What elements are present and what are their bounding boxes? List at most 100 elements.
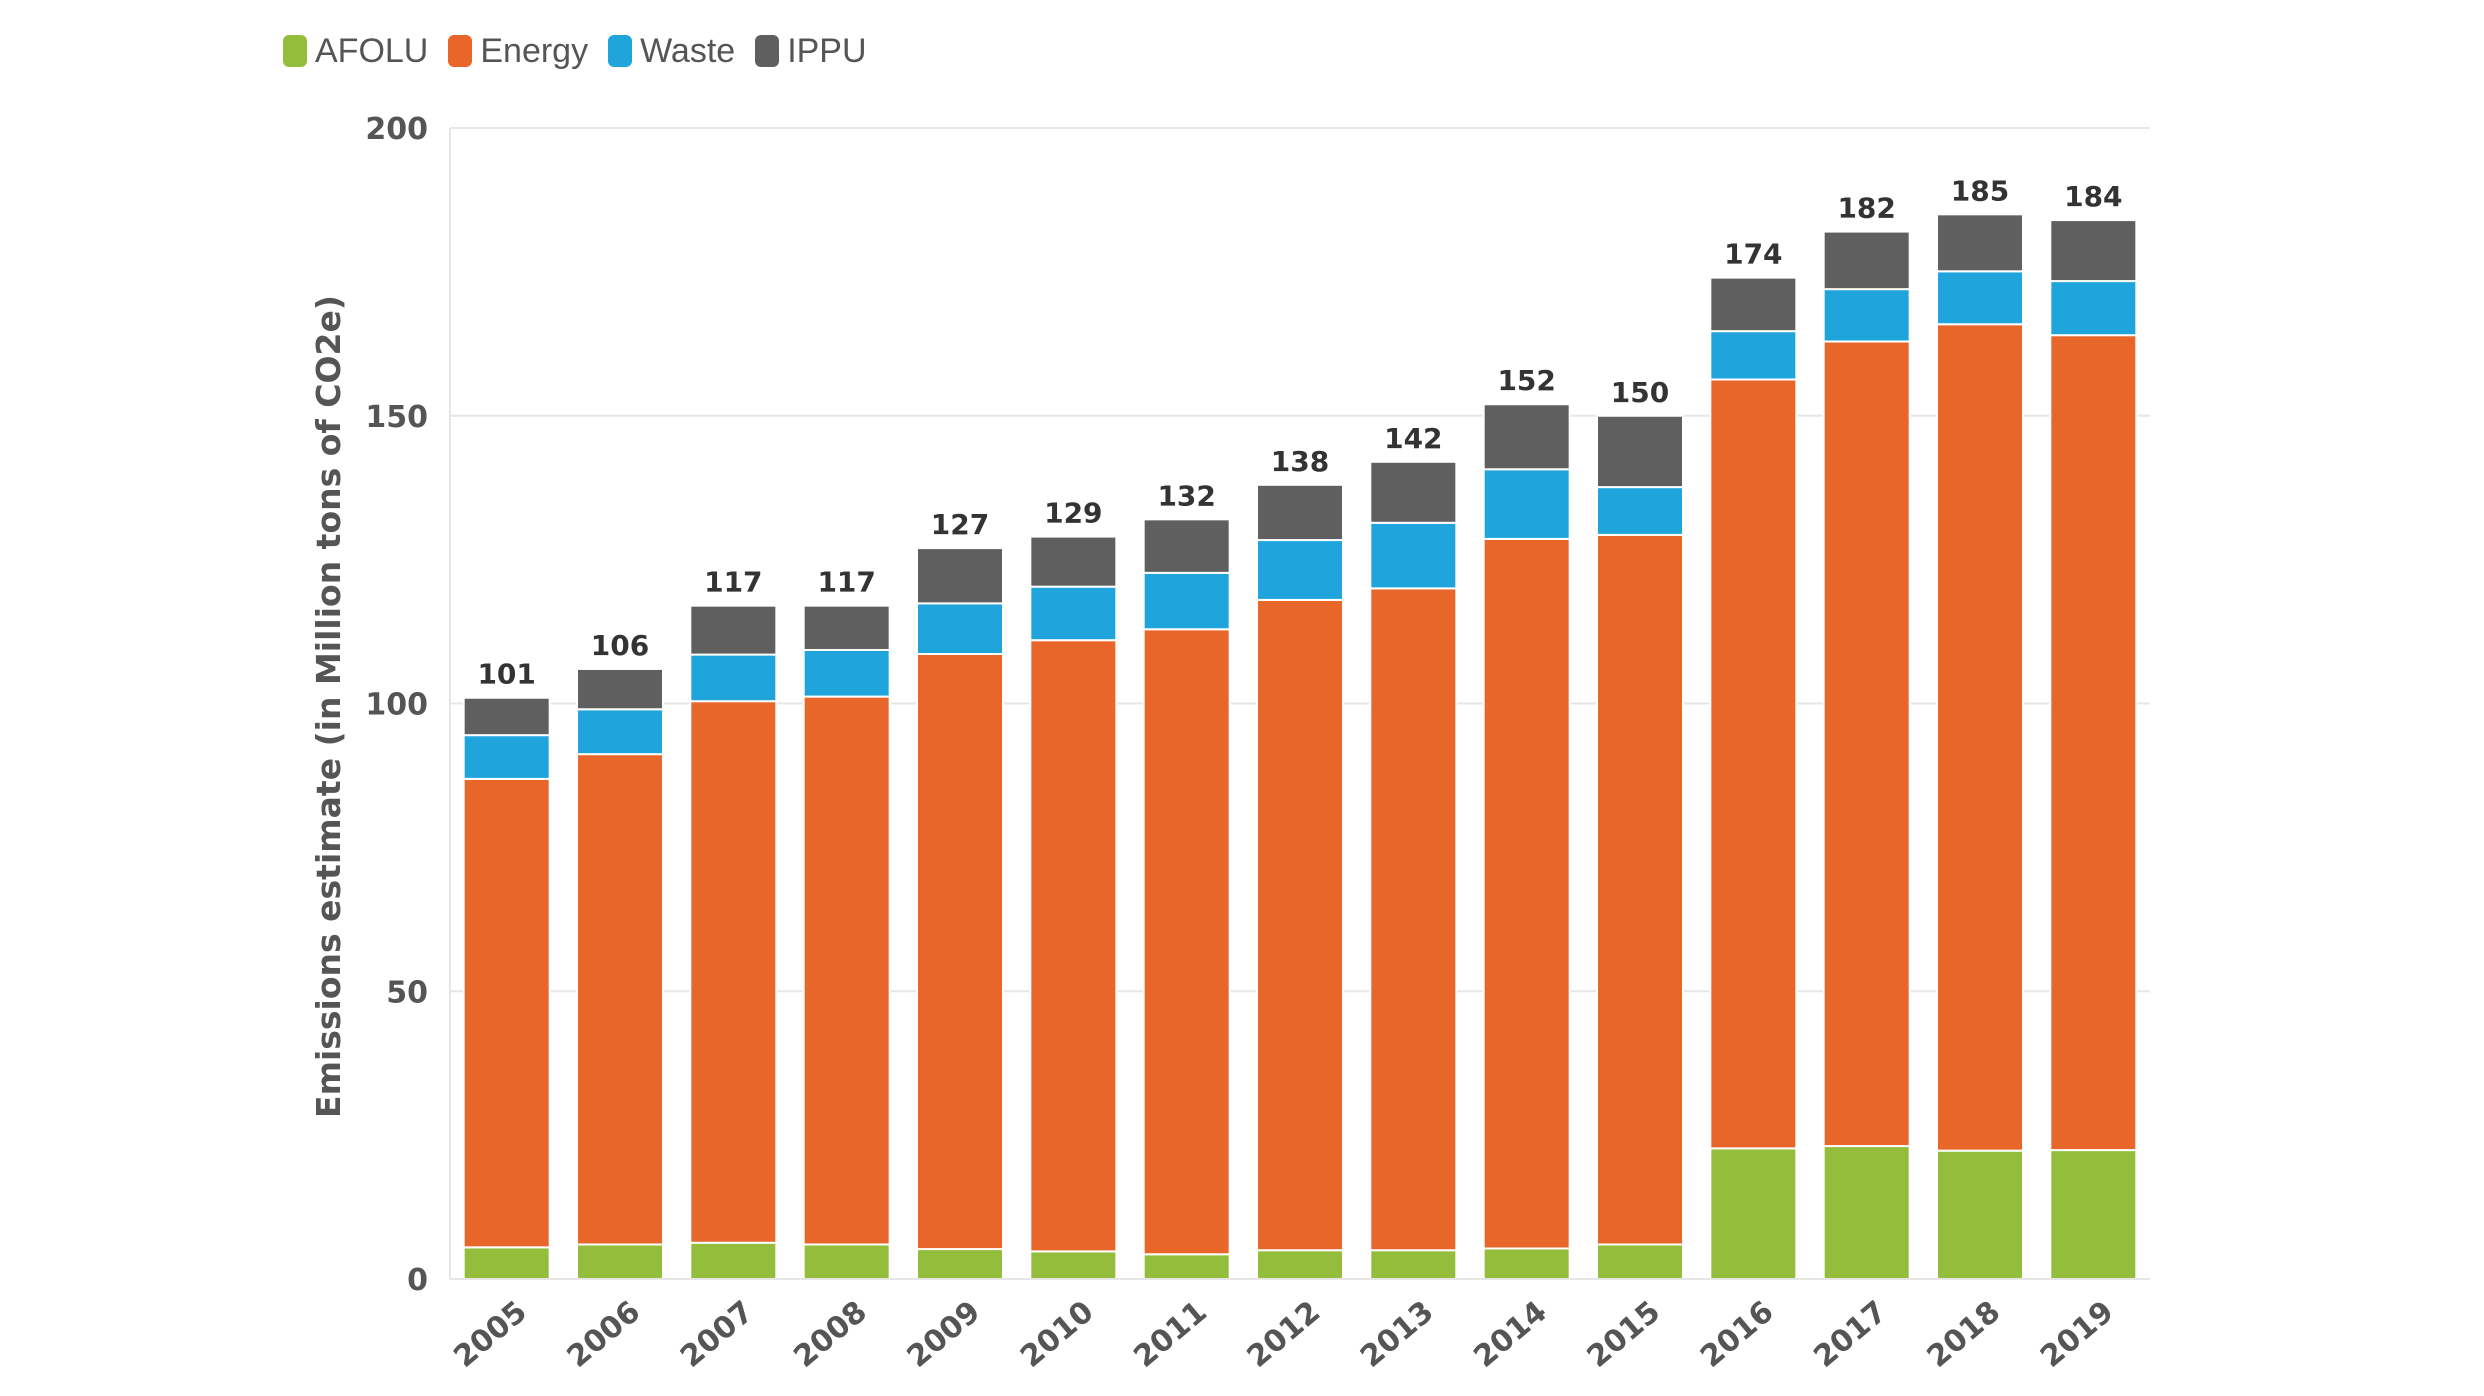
bar-ippu-2017[interactable] [1822, 230, 1911, 291]
bar-ippu-2008[interactable] [802, 604, 891, 651]
bar-energy-2016[interactable] [1709, 378, 1798, 1150]
total-label-2014: 152 [1497, 364, 1555, 397]
bar-waste-2011[interactable] [1142, 571, 1231, 631]
legend-label-waste: Waste [640, 32, 736, 70]
bar-waste-2010[interactable] [1029, 585, 1118, 642]
legend-label-afolu: AFOLU [315, 32, 429, 70]
legend-item-afolu[interactable]: AFOLU [283, 34, 428, 68]
bar-afolu-2007[interactable] [689, 1241, 778, 1281]
bar-energy-2007[interactable] [689, 700, 778, 1244]
total-label-2016: 174 [1724, 238, 1782, 271]
legend-swatch-waste [608, 35, 633, 67]
x-tick-label-2013: 2013 [1354, 1294, 1440, 1374]
bar-waste-2013[interactable] [1369, 521, 1458, 590]
bar-energy-2012[interactable] [1256, 598, 1344, 1252]
bar-energy-2010[interactable] [1029, 639, 1118, 1253]
bar-energy-2019[interactable] [2049, 334, 2138, 1152]
bar-afolu-2012[interactable] [1256, 1249, 1344, 1280]
legend-item-ippu[interactable]: IPPU [755, 32, 867, 70]
bar-energy-2017[interactable] [1822, 340, 1911, 1148]
bar-ippu-2018[interactable] [1936, 213, 2024, 273]
legend-item-waste[interactable]: Waste [608, 34, 735, 68]
x-tick-label-2006: 2006 [561, 1294, 647, 1374]
bar-waste-2016[interactable] [1709, 330, 1798, 381]
bar-energy-2018[interactable] [1936, 323, 2024, 1152]
bar-ippu-2014[interactable] [1482, 403, 1571, 471]
bar-afolu-2011[interactable] [1142, 1253, 1231, 1281]
bar-waste-2018[interactable] [1936, 270, 2024, 326]
bar-energy-2011[interactable] [1142, 628, 1231, 1256]
bar-energy-2013[interactable] [1369, 587, 1458, 1252]
total-label-2008: 117 [817, 566, 875, 599]
legend-label-ippu: IPPU [787, 32, 867, 70]
bar-waste-2012[interactable] [1256, 539, 1344, 601]
bar-afolu-2005[interactable] [462, 1246, 551, 1281]
bar-afolu-2009[interactable] [916, 1248, 1004, 1280]
total-label-2015: 150 [1611, 376, 1669, 409]
x-tick-label-2011: 2011 [1127, 1294, 1213, 1374]
bar-energy-2006[interactable] [576, 753, 664, 1246]
bar-afolu-2019[interactable] [2049, 1149, 2138, 1281]
bar-waste-2009[interactable] [916, 602, 1004, 656]
bar-waste-2006[interactable] [576, 708, 664, 756]
x-tick-label-2014: 2014 [1467, 1294, 1553, 1374]
x-tick-label-2016: 2016 [1694, 1294, 1780, 1374]
bar-ippu-2016[interactable] [1709, 276, 1798, 333]
bar-energy-2008[interactable] [802, 695, 891, 1246]
bar-energy-2005[interactable] [462, 777, 551, 1249]
total-label-2013: 142 [1384, 422, 1442, 455]
bar-waste-2017[interactable] [1822, 288, 1911, 343]
total-label-2017: 182 [1837, 192, 1895, 225]
bar-afolu-2017[interactable] [1822, 1145, 1911, 1280]
legend-swatch-afolu [283, 35, 307, 67]
y-axis-title: Emissions estimate (in Million tons of C… [309, 295, 348, 1118]
bar-afolu-2013[interactable] [1369, 1249, 1458, 1280]
x-tick-label-2017: 2017 [1807, 1294, 1893, 1374]
y-tick-label-50: 50 [386, 975, 428, 1010]
bar-ippu-2015[interactable] [1596, 414, 1684, 489]
bar-waste-2014[interactable] [1482, 468, 1571, 540]
legend-swatch-ippu [755, 35, 780, 67]
bar-ippu-2009[interactable] [916, 547, 1004, 605]
bar-afolu-2008[interactable] [802, 1243, 891, 1280]
total-label-2018: 185 [1951, 174, 2009, 207]
y-tick-label-100: 100 [365, 688, 428, 723]
total-label-2012: 138 [1271, 445, 1329, 478]
bar-ippu-2010[interactable] [1029, 535, 1118, 588]
bar-ippu-2005[interactable] [462, 696, 551, 737]
bar-ippu-2019[interactable] [2049, 219, 2138, 283]
bar-ippu-2006[interactable] [576, 667, 664, 711]
bar-ippu-2013[interactable] [1369, 460, 1458, 524]
x-tick-label-2015: 2015 [1581, 1294, 1667, 1374]
bar-afolu-2018[interactable] [1936, 1149, 2024, 1280]
bar-afolu-2016[interactable] [1709, 1147, 1798, 1280]
chart-legend: AFOLU Energy Waste IPPU [283, 34, 867, 68]
bar-ippu-2007[interactable] [689, 604, 778, 656]
bar-waste-2008[interactable] [802, 648, 891, 698]
total-label-2006: 106 [591, 629, 649, 662]
bar-ippu-2011[interactable] [1142, 518, 1231, 574]
y-tick-label-200: 200 [365, 112, 428, 147]
legend-swatch-energy [448, 35, 473, 67]
bar-afolu-2006[interactable] [576, 1243, 664, 1280]
bar-afolu-2015[interactable] [1596, 1243, 1684, 1280]
x-tick-label-2009: 2009 [901, 1294, 987, 1374]
x-tick-label-2008: 2008 [787, 1294, 873, 1374]
bar-afolu-2014[interactable] [1482, 1247, 1571, 1281]
bar-ippu-2012[interactable] [1256, 483, 1344, 542]
total-label-2011: 132 [1157, 479, 1215, 512]
bar-energy-2015[interactable] [1596, 533, 1684, 1246]
bar-waste-2015[interactable] [1596, 486, 1684, 536]
bar-waste-2007[interactable] [689, 653, 778, 703]
bar-afolu-2010[interactable] [1029, 1250, 1118, 1280]
bar-waste-2019[interactable] [2049, 280, 2138, 337]
bar-waste-2005[interactable] [462, 734, 551, 780]
bar-energy-2009[interactable] [916, 653, 1004, 1251]
bar-energy-2014[interactable] [1482, 537, 1571, 1250]
legend-item-energy[interactable]: Energy [448, 34, 588, 68]
x-tick-label-2007: 2007 [674, 1294, 760, 1374]
x-tick-label-2005: 2005 [447, 1294, 533, 1374]
legend-label-energy: Energy [480, 32, 589, 70]
